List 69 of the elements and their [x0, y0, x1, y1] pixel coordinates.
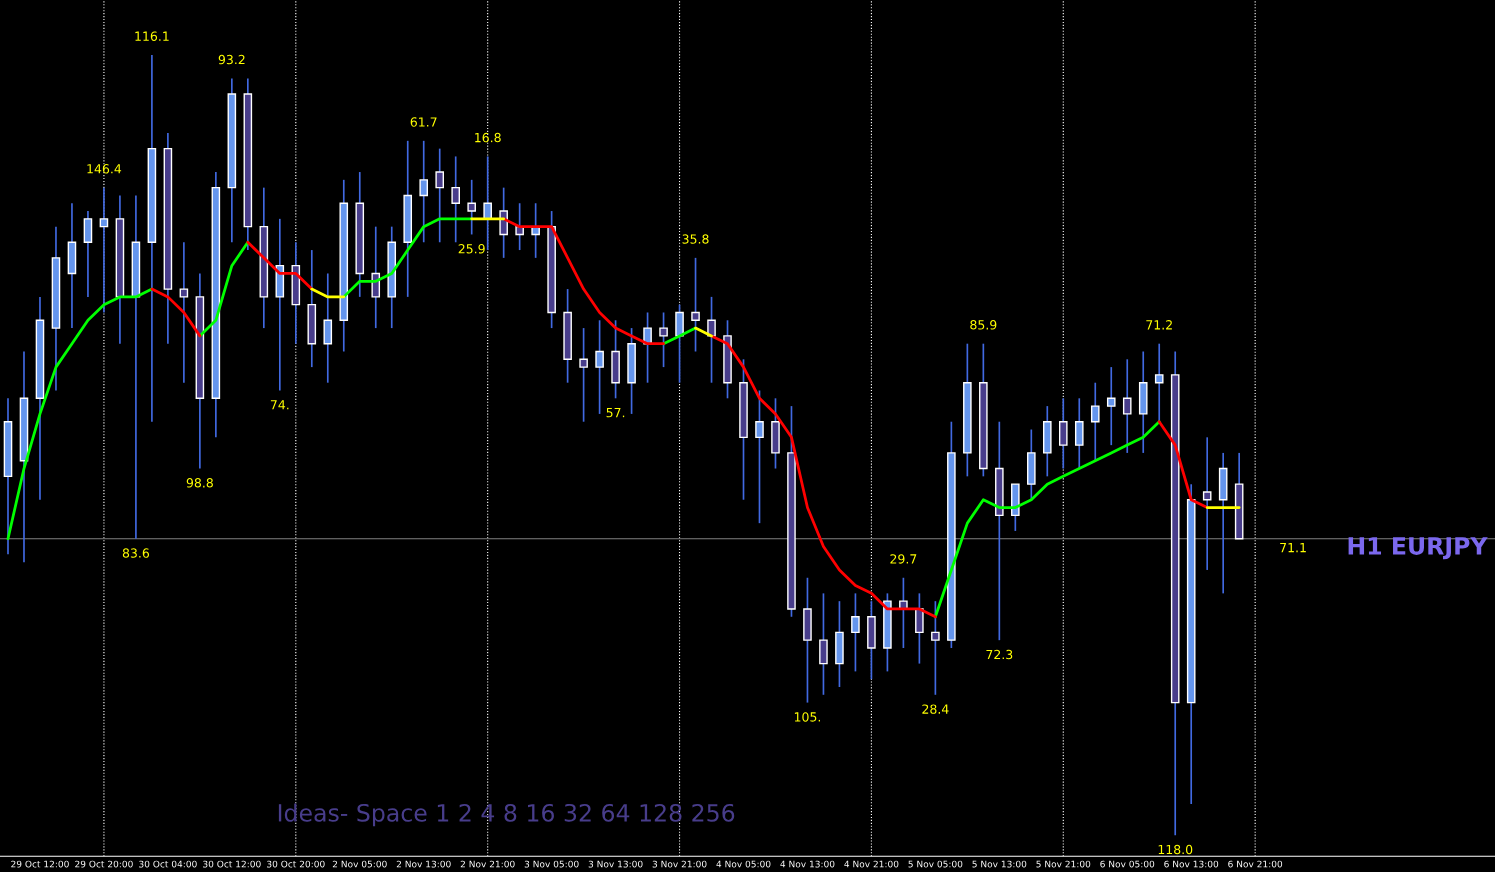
candlestick	[899, 576, 908, 649]
x-tick-label: 3 Nov 21:00	[652, 860, 707, 868]
text: 72.3	[986, 649, 1013, 660]
text: 105.	[794, 712, 821, 722]
candlestick	[579, 327, 588, 423]
candlestick	[1106, 366, 1116, 446]
candlestick	[499, 186, 508, 259]
candlestick	[915, 592, 924, 665]
candlestick	[819, 592, 828, 696]
x-tick-label: 4 Nov 21:00	[844, 860, 899, 868]
candlestick	[1154, 342, 1164, 423]
x-tick-label: 3 Nov 13:00	[588, 860, 643, 868]
candlestick	[691, 257, 700, 353]
candlestick	[851, 592, 860, 673]
text: 35.8	[682, 234, 709, 244]
text: 71.1	[1280, 543, 1306, 553]
x-tick-label: 2 Nov 13:00	[396, 860, 451, 868]
text: H1 EURJPY	[1348, 537, 1488, 560]
candlestick	[707, 296, 716, 384]
x-tick-label: 30 Oct 04:00	[139, 860, 197, 868]
candlestick	[1058, 397, 1068, 470]
candlestick	[643, 311, 652, 384]
candlestick	[83, 210, 93, 298]
candlestick	[323, 272, 333, 384]
text: 29.7	[890, 554, 917, 564]
x-tick-label: 4 Nov 13:00	[780, 860, 835, 868]
x-tick-label: 4 Nov 05:00	[716, 860, 771, 868]
candlestick	[1122, 358, 1132, 454]
candlestick	[179, 241, 189, 384]
candlestick	[371, 225, 381, 329]
x-tick-label: 5 Nov 13:00	[972, 860, 1027, 868]
x-tick-label: 2 Nov 21:00	[460, 860, 515, 868]
text: 146.4	[87, 164, 122, 174]
text: 85.9	[970, 320, 997, 330]
text: 61.7	[410, 117, 437, 127]
candlestick	[755, 389, 764, 524]
candlestick	[435, 147, 444, 244]
x-tick-label: 29 Oct 20:00	[75, 860, 133, 868]
x-tick-label: 30 Oct 20:00	[267, 860, 325, 868]
candlestick	[595, 319, 604, 415]
x-tick-label: 29 Oct 12:00	[11, 860, 69, 868]
x-tick-label: 2 Nov 05:00	[332, 860, 387, 868]
candlestick	[1202, 436, 1212, 571]
text: 28.4	[922, 704, 949, 714]
annotation: Ideas- Space 1 2 4 8 16 32 64 128 256	[278, 803, 735, 827]
text: 57.	[606, 408, 625, 418]
candlestick	[451, 155, 460, 244]
x-tick-label: 6 Nov 21:00	[1228, 860, 1283, 868]
text: 25.9	[458, 244, 485, 254]
candlestick	[419, 139, 429, 244]
x-tick-label: 3 Nov 05:00	[524, 860, 579, 868]
text: 98.8	[186, 478, 213, 488]
x-tick-label: 6 Nov 05:00	[1100, 860, 1155, 868]
candlestick	[1074, 397, 1084, 470]
candlestick	[659, 311, 668, 368]
text: 16.8	[475, 132, 501, 143]
text: 116.1	[135, 31, 169, 41]
candlestick	[467, 179, 476, 236]
text: 118.0	[1158, 844, 1193, 855]
text: 71.2	[1146, 320, 1172, 330]
x-tick-label: 30 Oct 12:00	[203, 860, 261, 868]
candlestick	[931, 600, 940, 696]
text: 93.2	[218, 54, 245, 65]
text: 83.6	[122, 548, 150, 558]
x-tick-label: 5 Nov 21:00	[1036, 860, 1091, 868]
x-tick-label: 6 Nov 13:00	[1164, 860, 1219, 868]
candlestick	[1090, 381, 1100, 462]
text: 74.	[270, 400, 289, 410]
x-tick-label: 5 Nov 05:00	[908, 860, 963, 868]
